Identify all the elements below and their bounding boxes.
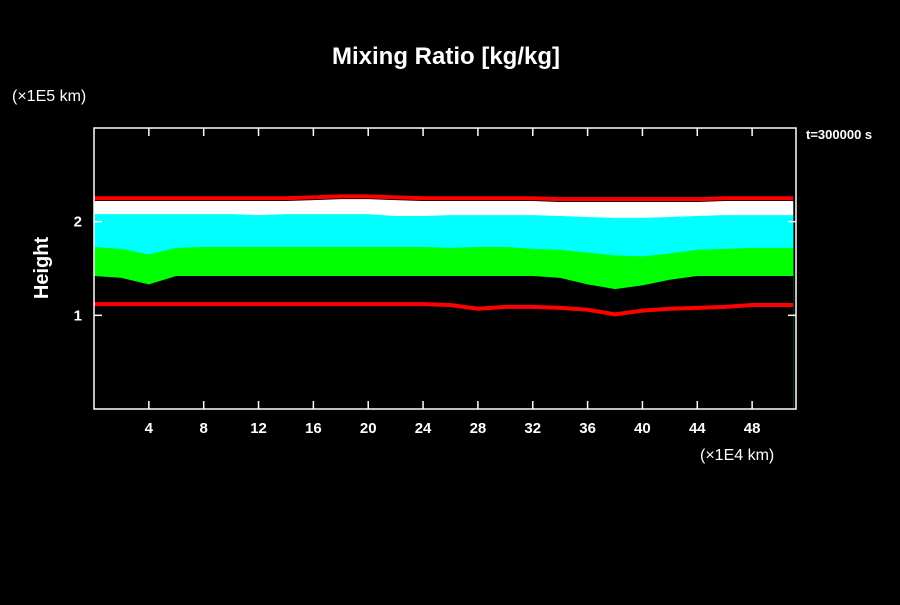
x-tick-label: 28 (470, 420, 487, 437)
y-axis-label: Height (31, 237, 53, 300)
contour-line (94, 302, 794, 317)
x-tick-label: 40 (634, 420, 651, 437)
annotation: t=300000 s (806, 127, 872, 142)
x-tick-label: 20 (360, 420, 377, 437)
plot-frame (93, 127, 797, 410)
x-tick-label: 16 (305, 420, 322, 437)
x-tick-label: 36 (579, 420, 596, 437)
x-tick-label: 4 (145, 420, 154, 437)
x-tick-label: 32 (524, 420, 541, 437)
x-unit: (×1E4 km) (700, 447, 774, 464)
contour-line (94, 194, 794, 202)
chart-title: Mixing Ratio [kg/kg] (332, 43, 560, 70)
y-tick-label: 1 (74, 307, 82, 324)
x-tick-label: 12 (250, 420, 267, 437)
x-tick-label: 24 (415, 420, 432, 437)
x-tick-label: 48 (744, 420, 761, 437)
y-tick-label: 2 (74, 214, 82, 231)
band-area (94, 275, 794, 409)
x-tick-label: 44 (689, 420, 706, 437)
y-unit: (×1E5 km) (12, 88, 86, 105)
x-tick-label: 8 (200, 420, 208, 437)
